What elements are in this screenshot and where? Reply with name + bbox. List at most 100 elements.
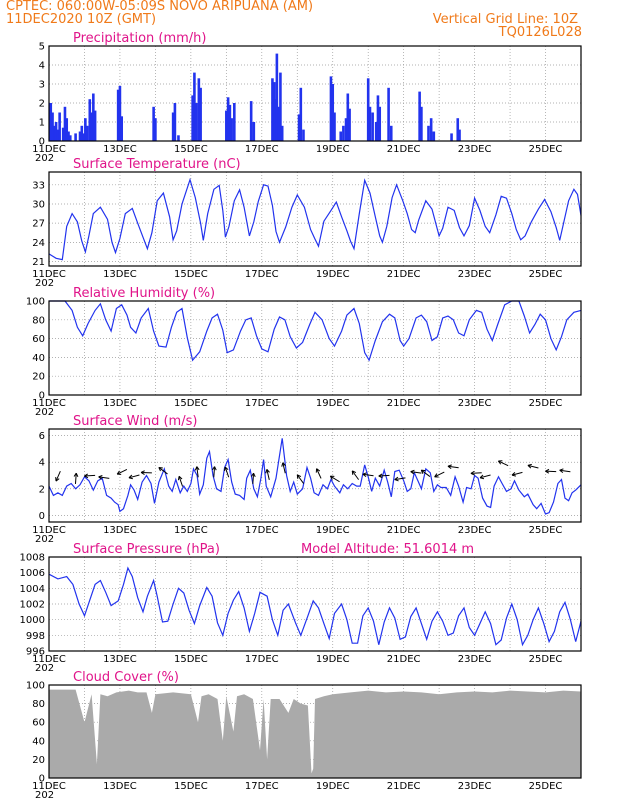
precip-bar — [418, 91, 421, 141]
y-tick-label: 80 — [32, 699, 45, 710]
precip-bar — [346, 93, 350, 141]
x-tick-label: 11DEC — [32, 144, 66, 155]
wind-arrow — [98, 475, 110, 480]
precip-bar — [61, 127, 65, 141]
y-tick-label: 1006 — [20, 568, 45, 579]
y-tick-label: 0 — [39, 391, 45, 402]
wind-panel: 0 2 4 6 11DEC 13DEC 15DEC 17DEC 19DEC 21DEC 23DEC 2… — [32, 414, 582, 545]
y-tick-label: 40 — [32, 736, 45, 747]
y-tick-label: 998 — [26, 631, 45, 642]
precip-bar — [67, 131, 70, 141]
x-tick-year-label: 202 — [35, 534, 54, 545]
x-tick-year-label: 202 — [35, 663, 54, 674]
precip-bar — [368, 106, 372, 141]
x-tick-label: 13DEC — [103, 269, 137, 280]
precip-bar — [230, 118, 233, 141]
y-tick-label: 20 — [32, 755, 45, 766]
wind-arrow — [394, 476, 406, 482]
precip-bar — [271, 78, 274, 141]
y-tick-label: 100 — [26, 297, 45, 308]
wind-arrow — [559, 468, 571, 474]
precip-bar — [177, 135, 180, 141]
y-tick-label: 2 — [39, 99, 45, 110]
plot-frame — [48, 428, 582, 523]
x-tick-label: 17DEC — [245, 269, 279, 280]
y-tick-label: 6 — [39, 431, 45, 442]
header-location: CPTEC: 060:00W-05:09S NOVO ARIPUANA (AM) — [6, 0, 314, 14]
precip-bar — [374, 122, 378, 141]
precip-bar — [302, 129, 305, 141]
precip-bar — [432, 131, 436, 141]
x-tick-label: 19DEC — [316, 654, 350, 665]
y-tick-label: 100 — [26, 681, 45, 692]
precip-bar — [456, 118, 460, 141]
x-tick-label: 23DEC — [458, 654, 492, 665]
precip-bar — [233, 103, 236, 141]
precip-bar — [90, 112, 93, 141]
temperature-title: Surface Temperature (nC) — [73, 157, 241, 172]
precip-bar — [116, 89, 120, 141]
precip-bar — [85, 125, 89, 141]
precip-bar — [280, 125, 284, 141]
precip-bar — [197, 78, 201, 141]
x-tick-label: 25DEC — [529, 654, 563, 665]
precip-bar — [63, 106, 67, 141]
x-tick-label: 19DEC — [316, 398, 350, 409]
cloud-area — [49, 689, 581, 778]
precip-bar — [331, 84, 335, 141]
x-tick-label: 23DEC — [458, 525, 492, 536]
precip-bar — [154, 118, 157, 141]
precip-bar — [427, 125, 430, 141]
x-tick-label: 11DEC — [32, 269, 66, 280]
wind-arrow — [511, 471, 523, 477]
precip-bar — [275, 53, 279, 141]
plot-frame — [48, 300, 582, 396]
precip-bar — [120, 116, 124, 141]
x-tick-label: 25DEC — [529, 144, 563, 155]
plot-frame — [48, 45, 582, 142]
precip-bar — [118, 85, 122, 141]
wind-arrow — [140, 470, 152, 475]
humidity-title: Relative Humidity (%) — [73, 286, 215, 301]
precip-bar — [191, 95, 194, 141]
wind-arrow — [434, 471, 445, 478]
precip-bar — [53, 125, 56, 141]
x-tick-label: 15DEC — [174, 144, 208, 155]
wind-arrow — [194, 466, 200, 478]
wind-arrow — [479, 474, 491, 480]
y-tick-label: 24 — [32, 238, 45, 249]
precip-bar — [378, 106, 382, 141]
precip-bar — [226, 97, 230, 141]
wind-arrow — [497, 460, 509, 467]
y-tick-label: 1008 — [20, 553, 45, 564]
y-tick-label: 0 — [39, 511, 45, 522]
precip-bar — [450, 133, 453, 141]
x-tick-label: 21DEC — [387, 525, 421, 536]
y-tick-label: 40 — [32, 353, 45, 364]
wind-arrow — [420, 469, 431, 477]
wind-arrow — [224, 466, 230, 478]
precip-bar — [51, 112, 54, 141]
x-tick-label: 15DEC — [174, 781, 208, 792]
x-tick-label: 17DEC — [245, 398, 279, 409]
x-tick-label: 19DEC — [316, 525, 350, 536]
y-tick-label: 3 — [39, 80, 45, 91]
y-tick-label: 1004 — [20, 584, 45, 595]
wind-arrow — [329, 475, 340, 483]
plot-frame — [48, 556, 582, 652]
x-tick-label: 13DEC — [103, 525, 137, 536]
precip-bar — [252, 122, 256, 141]
x-tick-label: 21DEC — [387, 781, 421, 792]
precip-bar — [366, 78, 370, 141]
wind-arrow — [351, 470, 360, 480]
x-tick-label: 25DEC — [529, 781, 563, 792]
x-tick-label: 25DEC — [529, 398, 563, 409]
x-tick-label: 13DEC — [103, 144, 137, 155]
wind-arrow — [211, 466, 217, 478]
precip-bar — [80, 125, 84, 141]
precip-bar — [84, 118, 87, 141]
y-tick-label: 5 — [39, 42, 45, 53]
wind-arrow — [265, 469, 270, 481]
plot-frame — [48, 684, 582, 779]
